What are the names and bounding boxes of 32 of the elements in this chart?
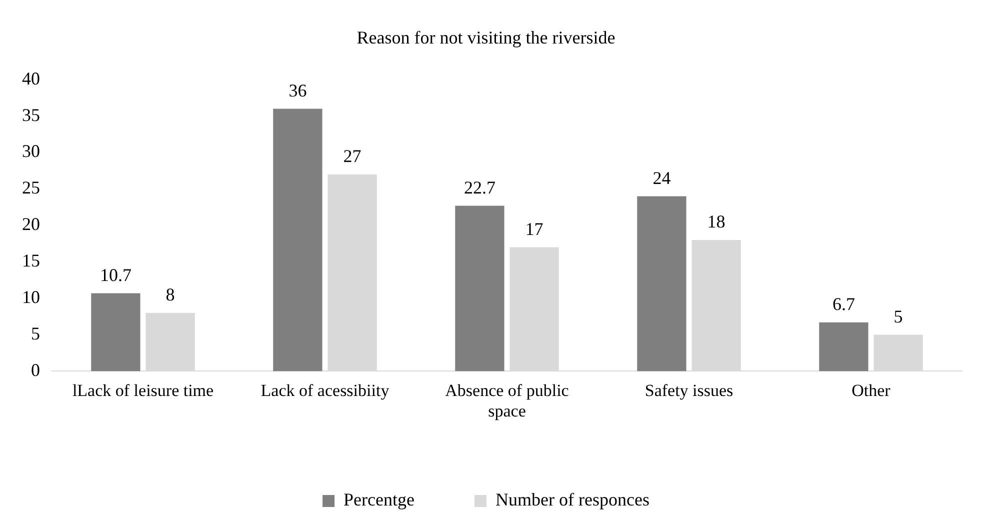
x-tick-label: lLack of leisure time	[72, 380, 214, 400]
legend-label: Number of responces	[496, 490, 650, 510]
y-tick-label: 5	[31, 323, 40, 344]
bar	[819, 322, 868, 372]
data-label: 5	[894, 306, 903, 326]
legend-label: Percentge	[344, 490, 415, 510]
bar	[455, 206, 504, 372]
bar	[637, 196, 686, 372]
data-label: 18	[707, 212, 726, 232]
data-label: 36	[288, 80, 307, 100]
y-tick-label: 35	[22, 104, 40, 125]
y-tick-label: 10	[22, 287, 40, 308]
data-label: 8	[166, 284, 175, 305]
y-tick-label: 20	[22, 214, 40, 234]
y-tick-label: 25	[22, 178, 40, 198]
y-tick-label: 15	[22, 250, 40, 271]
y-tick-label: 0	[31, 360, 40, 380]
x-tick-label: Safety issues	[644, 380, 734, 400]
bar	[273, 108, 322, 372]
data-label: 10.7	[100, 264, 132, 285]
y-tick-label: 30	[22, 141, 40, 162]
data-label: 6.7	[832, 294, 855, 314]
x-tick-label: Lack of acessibiity	[260, 380, 390, 400]
data-label: 27	[343, 146, 362, 166]
data-label: 24	[652, 168, 671, 188]
x-tick-label: Other	[852, 380, 891, 400]
x-tick-label: Absence of public space	[445, 380, 570, 420]
chart-title: Reason for not visiting the riverside	[356, 28, 616, 48]
data-label: 17	[525, 219, 544, 240]
data-label: 22.7	[464, 177, 496, 198]
y-tick-label: 40	[22, 68, 40, 88]
bar	[91, 293, 140, 372]
